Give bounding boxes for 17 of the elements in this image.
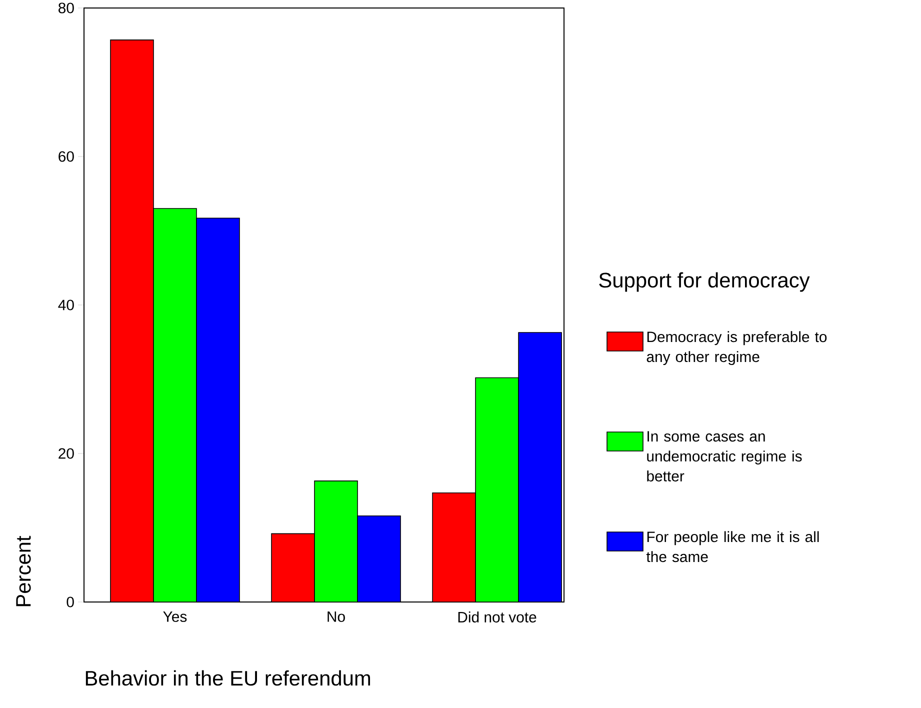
legend-label: In some cases an undemocratic regime is better: [647, 431, 802, 482]
legend-label: For people like me it is all the same: [646, 531, 819, 562]
bar: [196, 218, 240, 602]
y-tick-label: 60: [58, 151, 74, 162]
x-tick-label: Did not vote: [458, 612, 536, 622]
bar: [357, 515, 401, 602]
y-axis-title: Percent: [16, 536, 31, 606]
y-tick-label: 80: [58, 2, 74, 14]
bar: [518, 332, 562, 602]
x-axis-title: Behavior in the EU referendum: [86, 670, 370, 686]
x-tick-label: Yes: [163, 612, 187, 622]
y-tick-label: 20: [58, 448, 74, 459]
legend-title: Support for democracy: [599, 272, 810, 292]
y-tick-label: 0: [66, 596, 74, 608]
legend-label: Democracy is preferable to any other regime: [646, 331, 827, 366]
y-tick-label: 40: [58, 300, 74, 310]
x-tick-label: No: [328, 612, 345, 622]
